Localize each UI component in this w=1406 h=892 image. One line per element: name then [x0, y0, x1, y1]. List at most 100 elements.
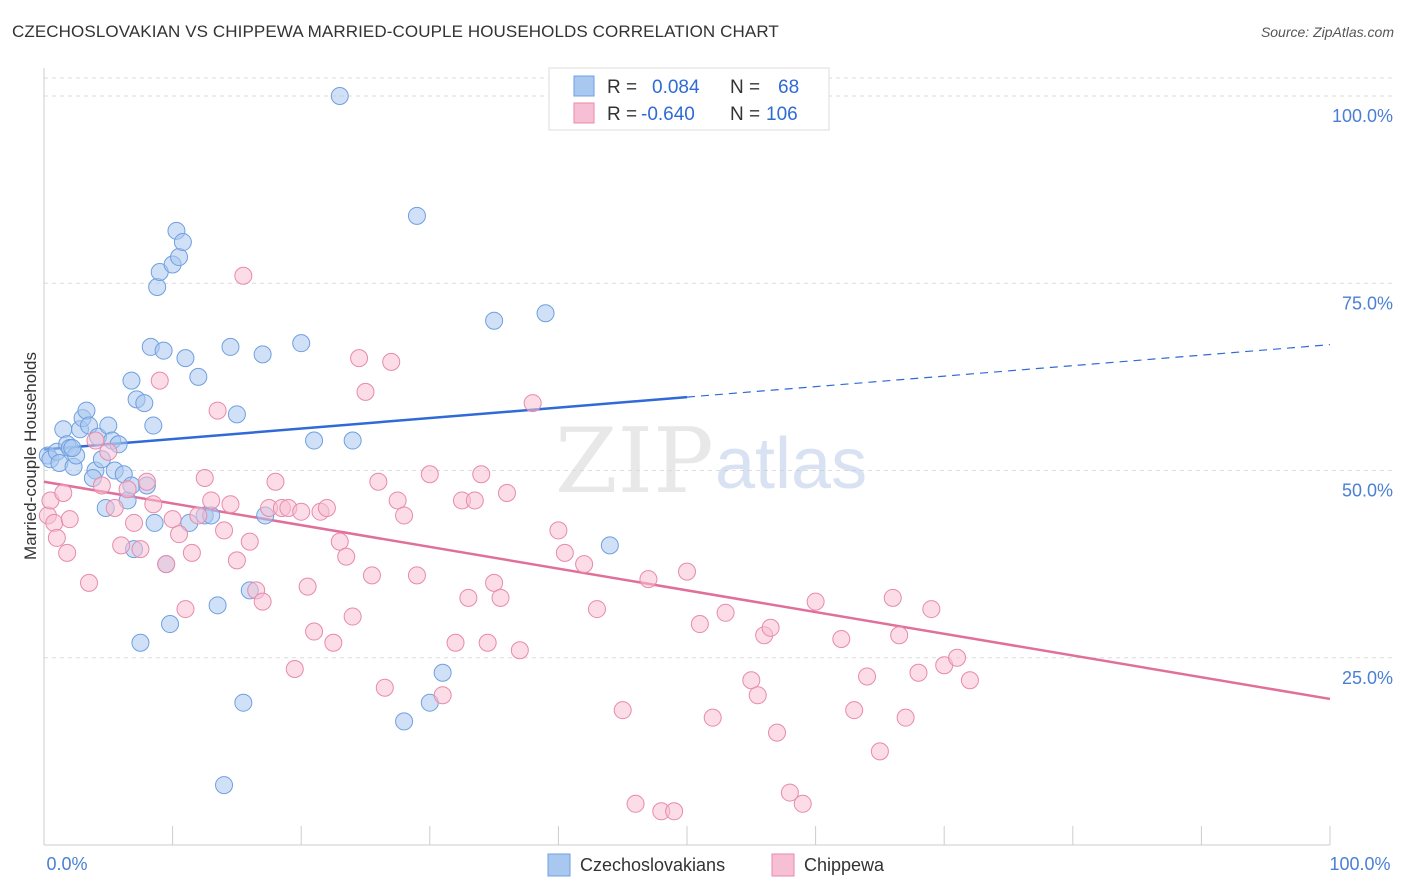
point-chippewa: [337, 547, 356, 566]
series-legend-swatch-czechoslovakians: [547, 853, 571, 877]
trend-line-extension-czechoslovakians: [686, 344, 1331, 398]
point-chippewa: [356, 382, 375, 401]
point-czechoslovakians: [395, 712, 414, 731]
point-czechoslovakians: [135, 394, 154, 413]
point-chippewa: [832, 630, 851, 649]
point-czechoslovakians: [292, 334, 311, 353]
point-chippewa: [131, 540, 150, 559]
point-czechoslovakians: [600, 536, 619, 555]
point-chippewa: [678, 562, 696, 581]
point-chippewa: [523, 394, 542, 413]
point-chippewa: [234, 266, 253, 285]
trend-line-czechoslovakians: [43, 395, 688, 451]
y-tick-label: 75.0%: [1342, 293, 1393, 313]
point-chippewa: [382, 352, 401, 371]
legend-swatch-chippewa: [573, 102, 595, 124]
point-chippewa: [182, 543, 201, 562]
point-czechoslovakians: [173, 233, 192, 252]
legend-swatch-czechoslovakians: [573, 75, 595, 97]
point-chippewa: [80, 573, 99, 592]
point-chippewa: [54, 483, 73, 502]
point-chippewa: [626, 794, 645, 813]
chart-source: Source: ZipAtlas.com: [1260, 24, 1394, 40]
point-czechoslovakians: [227, 405, 246, 424]
point-chippewa: [472, 465, 491, 484]
y-axis-label: Married-couple Households: [21, 352, 40, 560]
gridlines: [44, 77, 1395, 659]
point-chippewa: [227, 551, 246, 570]
point-chippewa: [305, 622, 324, 641]
watermark-zip: ZIP: [555, 409, 714, 514]
point-chippewa: [478, 633, 497, 652]
point-czechoslovakians: [161, 615, 180, 634]
series-legend-czechoslovakians: Czechoslovakians: [580, 855, 725, 875]
axes: [43, 68, 1331, 846]
point-chippewa: [144, 495, 163, 514]
point-chippewa: [549, 521, 568, 540]
point-czechoslovakians: [122, 371, 141, 390]
point-chippewa: [690, 615, 709, 634]
point-czechoslovakians: [77, 401, 96, 420]
point-chippewa: [780, 783, 799, 802]
point-czechoslovakians: [221, 337, 240, 356]
legend-r-label: R =: [607, 77, 637, 98]
point-chippewa: [510, 641, 529, 660]
point-chippewa: [253, 592, 272, 611]
point-chippewa: [465, 491, 484, 510]
point-chippewa: [858, 667, 877, 686]
point-chippewa: [742, 671, 761, 690]
point-chippewa: [870, 742, 889, 761]
series-legend-chippewa: Chippewa: [804, 855, 885, 875]
point-czechoslovakians: [148, 277, 167, 296]
point-chippewa: [112, 536, 131, 555]
legend-r-value: -0.640: [641, 104, 695, 125]
points-layer: [38, 87, 979, 821]
point-chippewa: [125, 513, 144, 532]
point-chippewa: [922, 600, 941, 619]
point-chippewa: [215, 521, 234, 540]
y-tick-label: 25.0%: [1342, 668, 1393, 688]
point-chippewa: [45, 513, 64, 532]
trend-lines: [43, 344, 1331, 701]
point-czechoslovakians: [144, 416, 163, 435]
point-chippewa: [298, 577, 317, 596]
point-chippewa: [189, 506, 208, 525]
point-chippewa: [208, 401, 227, 420]
point-chippewa: [883, 588, 902, 607]
x-tick-label: 0.0%: [46, 854, 87, 874]
point-chippewa: [587, 600, 606, 619]
point-chippewa: [703, 708, 722, 727]
point-chippewa: [202, 491, 221, 510]
point-czechoslovakians: [131, 633, 150, 652]
point-chippewa: [176, 600, 195, 619]
point-chippewa: [375, 678, 394, 697]
series-legend: Czechoslovakians Chippewa: [547, 853, 885, 877]
point-czechoslovakians: [215, 776, 234, 795]
point-chippewa: [118, 480, 137, 499]
point-czechoslovakians: [176, 349, 195, 368]
point-chippewa: [99, 442, 118, 461]
point-chippewa: [362, 566, 381, 585]
legend-n-value: 106: [766, 104, 798, 125]
point-chippewa: [285, 659, 304, 678]
point-chippewa: [716, 603, 735, 622]
legend-n-label: N =: [730, 104, 760, 125]
point-chippewa: [388, 491, 407, 510]
point-chippewa: [369, 472, 388, 491]
point-chippewa: [105, 498, 124, 517]
point-chippewa: [433, 686, 452, 705]
point-chippewa: [909, 663, 928, 682]
point-chippewa: [350, 349, 369, 368]
point-chippewa: [266, 472, 285, 491]
stats-legend: R = 0.084 N = 68 R = -0.640 N = 106: [548, 67, 830, 131]
point-chippewa: [793, 794, 812, 813]
point-chippewa: [330, 532, 349, 551]
point-czechoslovakians: [99, 416, 118, 435]
point-chippewa: [748, 686, 767, 705]
point-chippewa: [639, 570, 658, 589]
point-chippewa: [896, 708, 915, 727]
tick-labels: 25.0% 50.0% 75.0% 100.0% 0.0% 100.0%: [46, 106, 1393, 874]
point-chippewa: [395, 506, 414, 525]
point-czechoslovakians: [485, 311, 504, 330]
